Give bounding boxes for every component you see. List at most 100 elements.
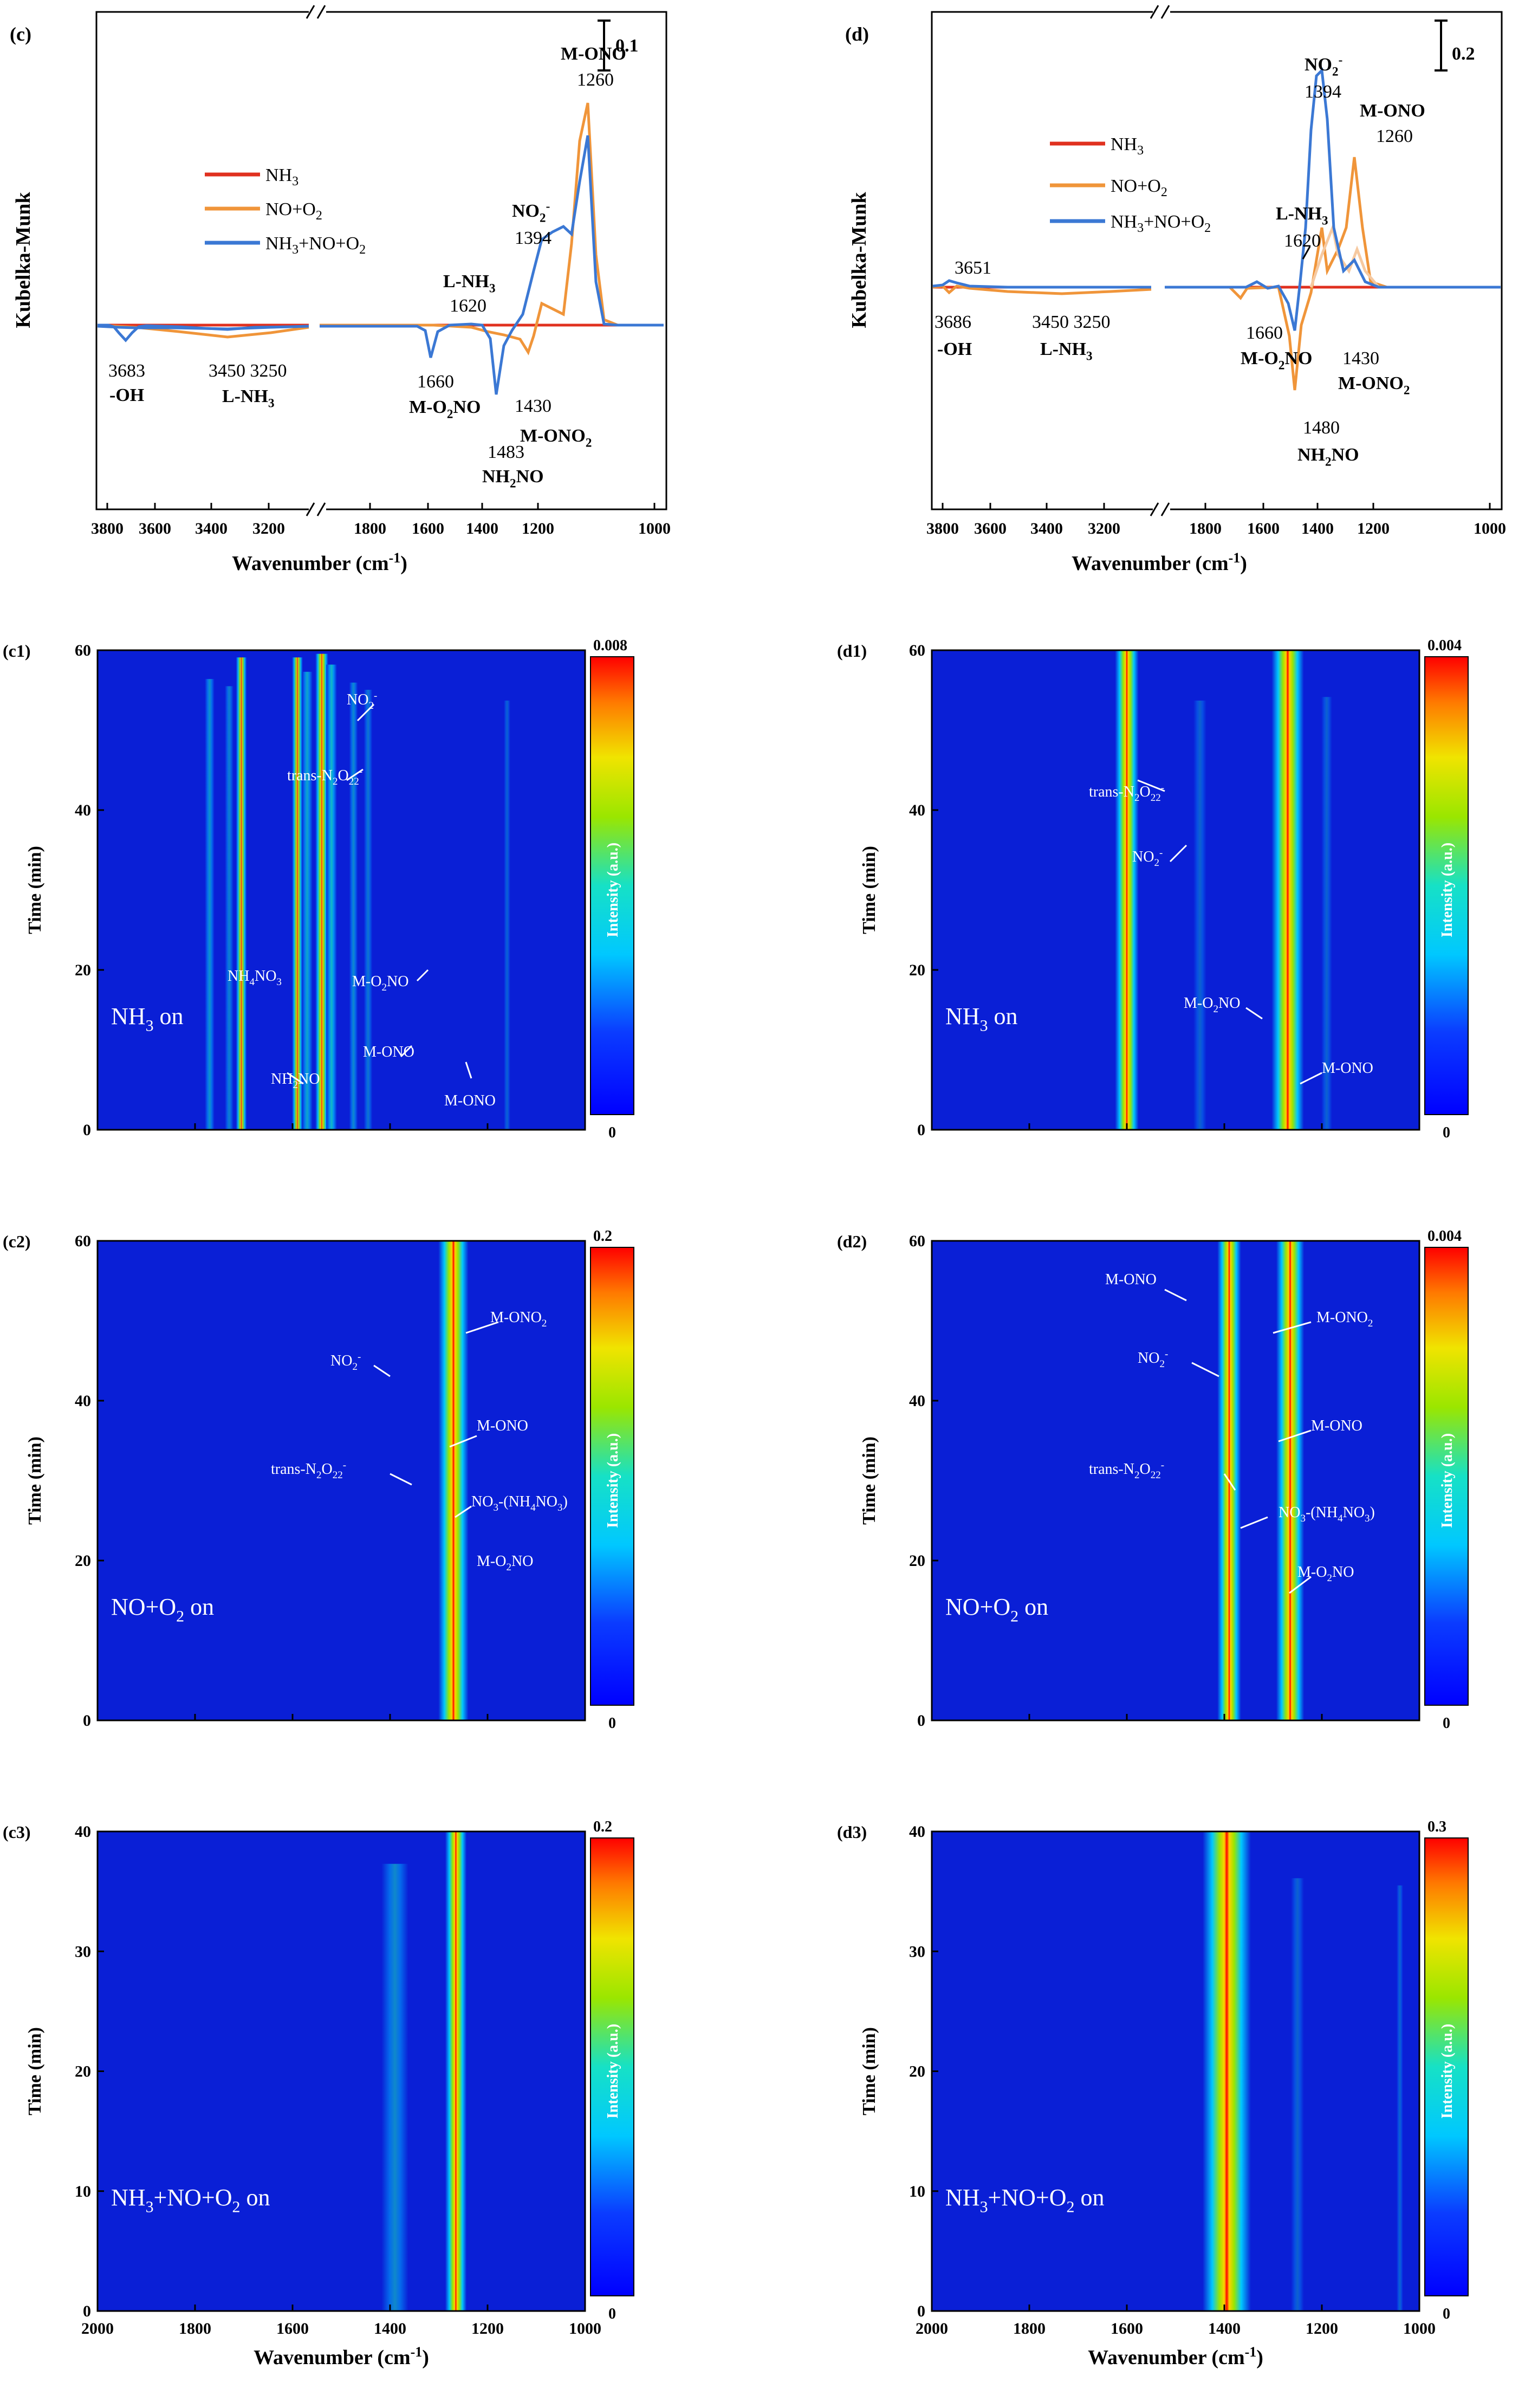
band-label-d3-mono3: M-ONO (1311, 1417, 1362, 1434)
band-label-c3-mo2no: M-O2NO (477, 1553, 533, 1573)
annotation-arrow (1245, 1007, 1263, 1020)
heatmap-grid: (c1) 0 20 40 60 Time (min) NH3 on 0.008 0 Intensi… (3, 637, 1469, 2369)
annotation-d-1260: 1260 (1376, 126, 1413, 146)
band-label-d3-trans: trans-N2O22- (1089, 1460, 1164, 1481)
y-tick-label: 10 (909, 2183, 925, 2200)
annotation-d-3686: 3686 (935, 312, 971, 332)
x-tick-label: 1800 (354, 520, 386, 538)
legend-nh3: NH3 (1111, 134, 1144, 158)
curve-no-right (320, 102, 664, 355)
x-tick-label: 3800 (91, 520, 124, 538)
y-axis-title: Time (min) (25, 1436, 45, 1525)
annotation-d-mono: M-ONO (1360, 101, 1425, 121)
y-axis-title: Time (min) (25, 2027, 45, 2115)
annotation-c-mono2: M-ONO2 (520, 426, 592, 450)
x-tick-label: 1400 (1208, 2320, 1241, 2338)
annotation-arrow (1164, 1289, 1187, 1302)
x-tick-label: 1000 (569, 2320, 601, 2338)
y-axis-title: Time (min) (859, 1436, 879, 1525)
annotation-arrow (1191, 1362, 1219, 1377)
annotation-c-1430: 1430 (515, 396, 551, 416)
y-tick-label: 60 (909, 1232, 925, 1250)
annotation-d-no2: NO2- (1305, 53, 1342, 79)
absorption-band (1321, 697, 1332, 1130)
panel-label: (d) (845, 23, 869, 45)
axis-break (306, 5, 326, 516)
colorbar-title: Intensity (a.u.) (605, 2024, 621, 2119)
panel-label: (d2) (837, 1232, 867, 1251)
colorbar (1424, 656, 1469, 1115)
legend: NH3 NO+O2 NH3+NO+O2 (1050, 134, 1211, 235)
panel-label: (d3) (837, 1822, 867, 1842)
colorbar-title: Intensity (a.u.) (1439, 2024, 1456, 2119)
absorption-band (1291, 1878, 1304, 2311)
x-tick-label: 1200 (1357, 520, 1390, 538)
annotation-arrow (1169, 844, 1187, 863)
annotation-c-1394: 1394 (515, 228, 551, 248)
peak-annotations: NO2- 1394 M-ONO 1260 L-NH3 1620 3651 3686 -OH 345… (935, 53, 1425, 469)
x-tick-label: 2000 (916, 2320, 948, 2338)
colorbar-min: 0 (608, 1124, 616, 1141)
annotation-d-mono2: M-ONO2 (1338, 373, 1410, 398)
y-tick-label: 20 (75, 961, 91, 979)
band-label-c2-trans: trans-N2O22- (287, 766, 362, 787)
annotation-arrow (1300, 1072, 1322, 1085)
x-tick-label: 1000 (638, 520, 671, 538)
band-label-d2-mono: M-ONO (1322, 1060, 1373, 1077)
colorbar-max: 0.3 (1427, 1818, 1446, 1835)
annotation-c-mo2no: M-O2NO (409, 397, 481, 422)
x-tick-label: 1400 (1301, 520, 1334, 538)
y-tick-label: 40 (909, 801, 925, 819)
x-tick-label: 1000 (1403, 2320, 1436, 2338)
condition-label: NH3 on (111, 1003, 184, 1034)
band-label-c2-mo2no: M-O2NO (352, 973, 408, 993)
annotation-d-mo2no: M-O2NO (1241, 348, 1312, 373)
colorbar-max: 0.004 (1427, 1228, 1462, 1245)
spectra-row: (c) 3800 3600 3400 3200 1800 1600 1400 1200 1000… (10, 5, 1506, 575)
absorption-band (445, 1831, 467, 2311)
band-label-c3-mono2: M-ONO2 (490, 1309, 547, 1329)
y-axis-title: Time (min) (859, 2027, 879, 2115)
band-label-c2-no2: NO2- (347, 690, 377, 711)
colorbar-min: 0 (608, 1715, 616, 1732)
colorbar (1424, 1247, 1469, 1706)
annotation-c-oh: -OH (109, 385, 144, 405)
colorbar (1424, 1837, 1469, 2296)
annotation-arrow (1278, 1429, 1312, 1442)
heatmap-panel-d1: (d1) 0 20 40 60 Time (min) NH3 on 0.004 0 Intensi… (837, 637, 1469, 1141)
colorbar-min: 0 (1443, 2306, 1450, 2322)
legend-no: NO+O2 (1111, 176, 1167, 199)
colorbar-max: 0.008 (593, 637, 627, 654)
panel-label: (c3) (3, 1822, 31, 1842)
x-tick-label: 3800 (926, 520, 959, 538)
annotation-arrow (465, 1321, 499, 1334)
band-label-c3-trans: trans-N2O22- (271, 1460, 346, 1481)
x-tick-label: 1600 (276, 2320, 309, 2338)
absorption-band (236, 657, 247, 1130)
y-tick-label: 30 (909, 1943, 925, 1960)
annotation-c-3683: 3683 (108, 361, 145, 381)
annotation-c-no2: NO2- (512, 199, 550, 225)
annotation-arrow (346, 768, 364, 781)
heatmap-panel-c1: (c1) 0 20 40 60 Time (min) NH3 on 0.008 0 Intensi… (3, 637, 634, 1141)
plot-frame (931, 649, 1420, 1131)
x-tick-labels: 3800 3600 3400 3200 1800 1600 1400 1200 1000 (926, 503, 1506, 538)
y-tick-label: 0 (83, 1121, 91, 1139)
band-label-d3-mo2no: M-O2NO (1297, 1564, 1354, 1584)
spectrum-panel-c: (c) 3800 3600 3400 3200 1800 1600 1400 1200 1000… (10, 5, 671, 575)
annotation-c-mono: M-ONO (561, 44, 626, 64)
absorption-band (381, 1863, 408, 2311)
x-axis-title: Wavenumber (cm-1) (232, 550, 407, 575)
y-tick-label: 20 (909, 961, 925, 979)
y-tick-label: 10 (75, 2183, 91, 2200)
condition-label: NH3+NO+O2 on (945, 2184, 1104, 2216)
x-tick-label: 1800 (1189, 520, 1222, 538)
x-tick-label: 1000 (1474, 520, 1506, 538)
x-tick-label: 1400 (466, 520, 498, 538)
spectrum-curves (932, 67, 1501, 391)
annotation-arrow (400, 1045, 413, 1058)
absorption-band (302, 671, 313, 1130)
absorption-band (1397, 1885, 1403, 2311)
y-tick-label: 0 (917, 1712, 925, 1730)
annotation-c-nh2no: NH2NO (482, 467, 544, 491)
